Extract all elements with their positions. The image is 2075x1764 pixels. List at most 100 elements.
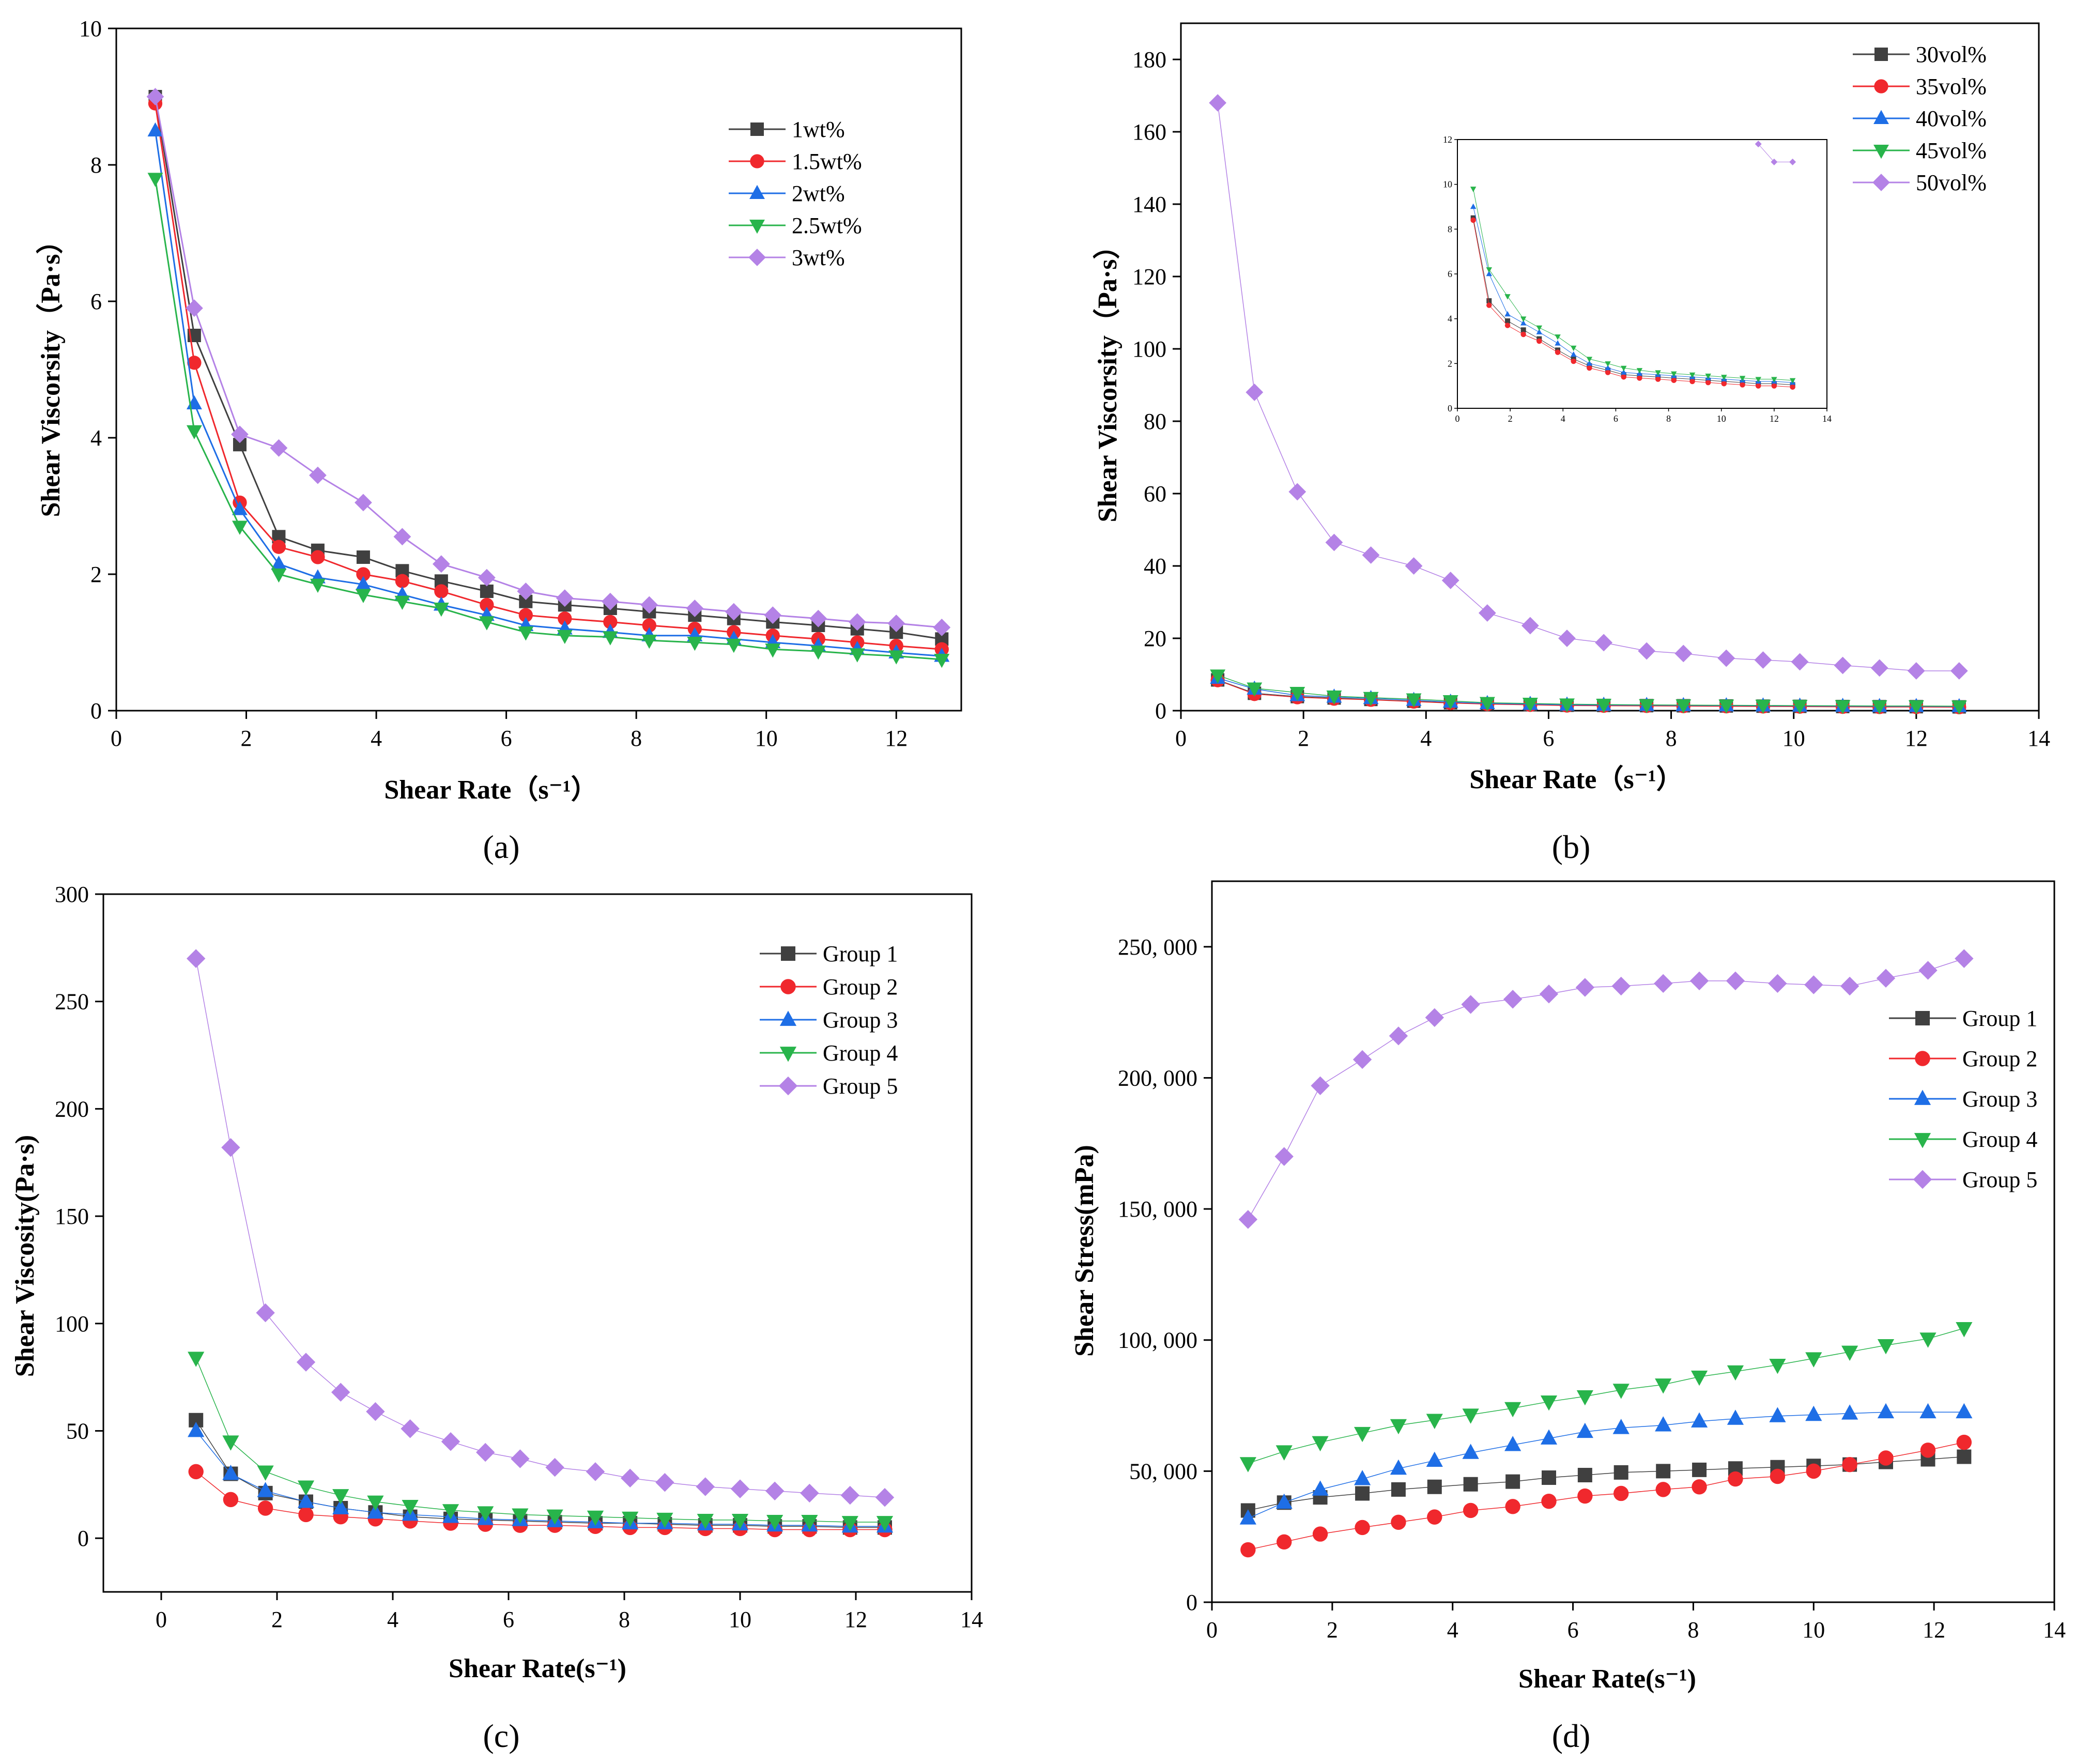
panel-a-ytick-label: 8 — [90, 152, 102, 178]
panel-a-point — [889, 625, 903, 639]
panel-d-point — [1728, 1471, 1743, 1487]
panel-a-point — [935, 632, 949, 646]
panel-b-point — [1325, 533, 1343, 551]
panel-c-point — [765, 1481, 785, 1500]
panel-c-ytick-label: 200 — [55, 1096, 89, 1122]
panel-a-axes-box — [115, 27, 962, 712]
panel-b-inset: 0 2 4 6 8 10 12 14 0 2 4 6 8 10 12 — [1443, 134, 1832, 424]
panel-c-xlabel: Shear Rate(s⁻¹) — [449, 1654, 626, 1683]
panel-c-point — [476, 1443, 495, 1462]
panel-d-point — [1956, 1434, 1972, 1450]
panel-c-point — [545, 1458, 564, 1477]
panel-c-point — [696, 1477, 715, 1496]
panel-a-ytick-label: 4 — [90, 425, 102, 451]
panel-d-point — [1727, 1409, 1744, 1425]
panel-b-xtick-label: 8 — [1666, 726, 1677, 751]
panel-c-point — [800, 1483, 819, 1503]
panel-d-ytick-label: 50, 000 — [1129, 1459, 1197, 1484]
panel-d-ytick-label: 250, 000 — [1118, 934, 1197, 960]
panel-a-caption: (a) — [483, 829, 519, 865]
panel-d-point — [1575, 978, 1595, 997]
panel-c-point — [189, 1413, 204, 1428]
panel-d-point — [1841, 1404, 1858, 1420]
panel-b-ytick-label: 0 — [1155, 698, 1166, 724]
panel-d-point — [1692, 1462, 1707, 1477]
panel-d-point — [1577, 1488, 1593, 1504]
panel-d-ytick-label: 0 — [1186, 1590, 1197, 1615]
panel-a-point — [355, 589, 371, 603]
panel-b-inset-point — [1790, 384, 1795, 390]
panel-c-point — [297, 1480, 315, 1496]
panel-c-point — [188, 1464, 204, 1480]
panel-b-inset-point — [1571, 358, 1576, 364]
panel-a-point — [479, 616, 495, 631]
panel-d-point — [1461, 995, 1480, 1014]
panel-b-legend-label: 35vol% — [1916, 74, 1987, 99]
panel-d-point — [1577, 1467, 1592, 1482]
panel-b-inset-point — [1739, 376, 1746, 381]
panel-c-point — [366, 1402, 385, 1421]
panel-c-point — [332, 1489, 349, 1505]
panel-b-inset-point — [1636, 368, 1643, 374]
panel-b-point — [1406, 693, 1422, 708]
panel-b-point — [1755, 699, 1771, 714]
panel-d-point — [1389, 1026, 1408, 1046]
panel-c-point — [257, 1500, 273, 1516]
panel-b-inset-point — [1705, 379, 1711, 386]
panel-d-point — [1728, 1461, 1743, 1476]
panel-b-point — [1676, 699, 1692, 714]
panel-b-point — [1596, 699, 1612, 713]
panel-d-point — [1425, 1008, 1444, 1027]
panel-d-xtick-label: 6 — [1567, 1617, 1579, 1643]
panel-b-point — [1247, 682, 1263, 697]
panel-b-legend: 30vol% 35vol% 40vol% 45vol% 50vol% — [1853, 42, 1987, 195]
panel-d-legend-marker — [1914, 1090, 1931, 1105]
panel-b-point — [1595, 634, 1613, 652]
panel-a-point — [686, 600, 704, 617]
panel-c-ytick-label: 250 — [55, 989, 89, 1015]
panel-a-point — [478, 569, 496, 587]
panel-d-frame: 0 2 4 6 8 10 12 14 0 50, 000 100, 000 150, 000 200, … — [1118, 880, 2066, 1643]
panel-d-point — [1726, 971, 1745, 990]
panel-b-inset-point — [1671, 371, 1677, 377]
panel-a-legend-marker — [748, 249, 766, 266]
panel-d-point — [1613, 1485, 1629, 1501]
panel-d-point — [1690, 1370, 1708, 1386]
panel-b-legend-marker — [1873, 144, 1889, 159]
panel-a-point — [765, 643, 781, 658]
panel-c-point — [296, 1353, 316, 1372]
panel-d-xtick-label: 14 — [2043, 1617, 2066, 1643]
panel-c-xtick-label: 10 — [729, 1607, 751, 1632]
panel-a-frame: 0 2 4 6 8 10 12 0 2 4 6 8 10 — [79, 16, 962, 751]
panel-d-point — [1274, 1147, 1294, 1166]
panel-a-legend-label: 1.5wt% — [792, 149, 862, 174]
panel-d-legend: Group 1 Group 2 Group 3 Group 4 Group 5 — [1889, 1006, 2037, 1192]
panel-b-inset-point — [1771, 383, 1777, 389]
panel-c-series-line-3 — [195, 1430, 885, 1527]
panel-b-inset-point — [1505, 318, 1511, 324]
panel-b-inset-point — [1789, 378, 1796, 384]
panel-d-point — [1841, 1345, 1858, 1361]
panel-c-legend-marker — [779, 1047, 797, 1062]
panel-b-inset-point — [1621, 374, 1626, 380]
panel-d-point — [1806, 1463, 1821, 1479]
panel-b-inset-point — [1586, 357, 1593, 362]
panel-d-legend-label: Group 5 — [1962, 1167, 2037, 1192]
panel-d-xlabel: Shear Rate(s⁻¹) — [1518, 1664, 1696, 1694]
panel-d-series-line-4 — [1248, 1328, 1964, 1464]
panel-a-legend-marker — [750, 154, 764, 168]
panel-c-axes-box — [102, 893, 973, 1593]
panel-b-point — [1834, 656, 1852, 674]
panel-b-point — [1441, 572, 1459, 589]
panel-c-point — [586, 1462, 605, 1481]
panel-b-point — [1639, 699, 1655, 714]
panel-d-point — [1312, 1526, 1328, 1542]
panel-b-ytick-label: 20 — [1144, 626, 1166, 651]
panel-d-xtick-label: 10 — [1802, 1617, 1825, 1643]
panel-c-legend: Group 1 Group 2 Group 3 Group 4 Group 5 — [760, 941, 898, 1099]
panel-b-point — [1870, 659, 1888, 677]
panel-b-inset-point — [1470, 187, 1477, 192]
panel-c-point — [332, 1499, 349, 1514]
panel-d-point — [1612, 1384, 1630, 1399]
